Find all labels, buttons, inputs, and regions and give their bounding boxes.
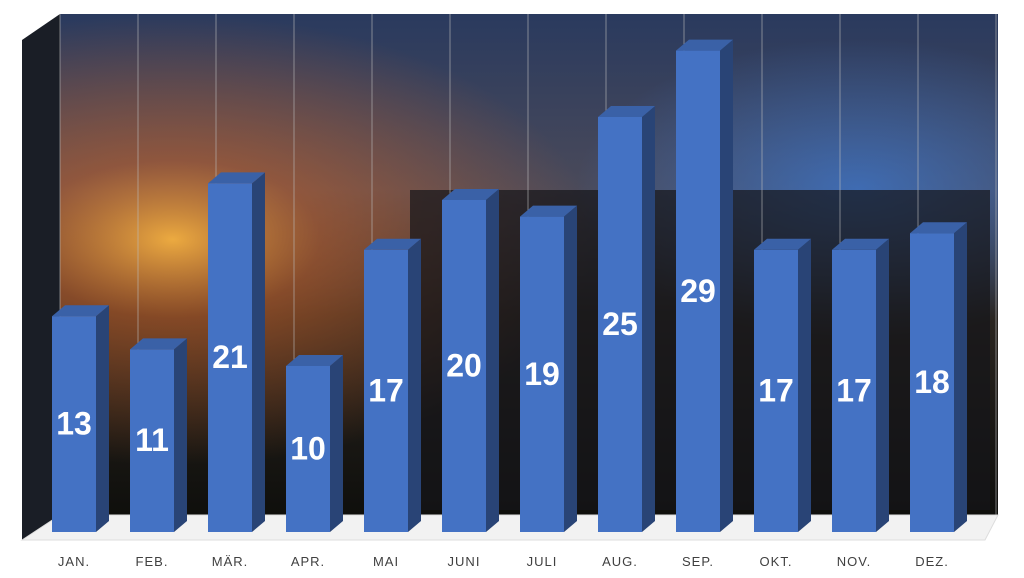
bar-side <box>408 238 421 533</box>
bar <box>130 338 187 532</box>
bar-front <box>286 366 330 532</box>
value-label: 19 <box>524 356 560 392</box>
bar-front <box>208 183 252 532</box>
bar-top <box>208 172 265 184</box>
x-tick-label: AUG. <box>602 554 638 569</box>
bar-side <box>252 172 265 532</box>
bar-top <box>286 355 343 366</box>
bar <box>52 305 109 532</box>
value-label: 25 <box>602 306 638 342</box>
value-label: 17 <box>758 372 794 408</box>
x-tick-label: DEZ. <box>915 554 949 569</box>
bar <box>286 355 343 532</box>
bar-side <box>564 205 577 532</box>
x-tick-label: MÄR. <box>212 554 249 569</box>
x-tick-label: APR. <box>291 554 325 569</box>
bar-front <box>754 249 798 533</box>
bar-front <box>130 349 174 532</box>
bar <box>208 172 265 532</box>
x-tick-label: JAN. <box>58 554 90 569</box>
bar-front <box>598 117 642 532</box>
x-tick-label: MAI <box>373 554 399 569</box>
bar-side <box>642 106 655 532</box>
bar-side <box>96 305 109 532</box>
bar-top <box>130 338 187 350</box>
x-tick-label: OKT. <box>760 554 793 569</box>
bar <box>910 222 967 532</box>
bar <box>832 238 889 533</box>
x-tick-label: FEB. <box>136 554 169 569</box>
value-label: 21 <box>212 339 248 375</box>
value-label: 18 <box>914 364 950 400</box>
bar-top <box>442 189 499 200</box>
bar-front <box>832 249 876 533</box>
bar-front <box>364 249 408 533</box>
value-label: 29 <box>680 273 716 309</box>
value-label: 17 <box>836 372 872 408</box>
x-tick-label: JUNI <box>448 554 481 569</box>
bar-side <box>954 222 967 532</box>
bar-front <box>676 50 720 532</box>
value-label: 17 <box>368 372 404 408</box>
bar <box>442 189 499 532</box>
bar <box>676 39 733 532</box>
value-label: 10 <box>290 430 326 466</box>
bar-front <box>52 316 96 532</box>
bar-top <box>520 205 577 217</box>
bar-front <box>442 200 486 532</box>
bar-side <box>174 338 187 532</box>
bar-top <box>52 305 109 317</box>
bar-front <box>910 233 954 532</box>
bar-side <box>876 238 889 533</box>
bar-top <box>676 39 733 51</box>
bar-side <box>798 238 811 533</box>
bar <box>754 238 811 533</box>
x-tick-label: SEP. <box>682 554 714 569</box>
value-label: 20 <box>446 347 482 383</box>
bar <box>598 106 655 532</box>
bar-side <box>720 39 733 532</box>
bar <box>364 238 421 533</box>
x-tick-label: JULI <box>527 554 558 569</box>
bar-top <box>598 106 655 117</box>
bar-top <box>910 222 967 234</box>
bar-side <box>330 355 343 532</box>
x-tick-label: NOV. <box>837 554 872 569</box>
bar-top <box>832 238 889 250</box>
bar-side <box>486 189 499 532</box>
bar-front <box>520 216 564 532</box>
value-label: 11 <box>135 422 169 458</box>
value-label: 13 <box>56 406 92 442</box>
bar <box>520 205 577 532</box>
bars: 13 11 21 10 17 20 19 25 29 17 17 18 <box>52 39 967 533</box>
bar-top <box>364 238 421 250</box>
bar-top <box>754 238 811 250</box>
